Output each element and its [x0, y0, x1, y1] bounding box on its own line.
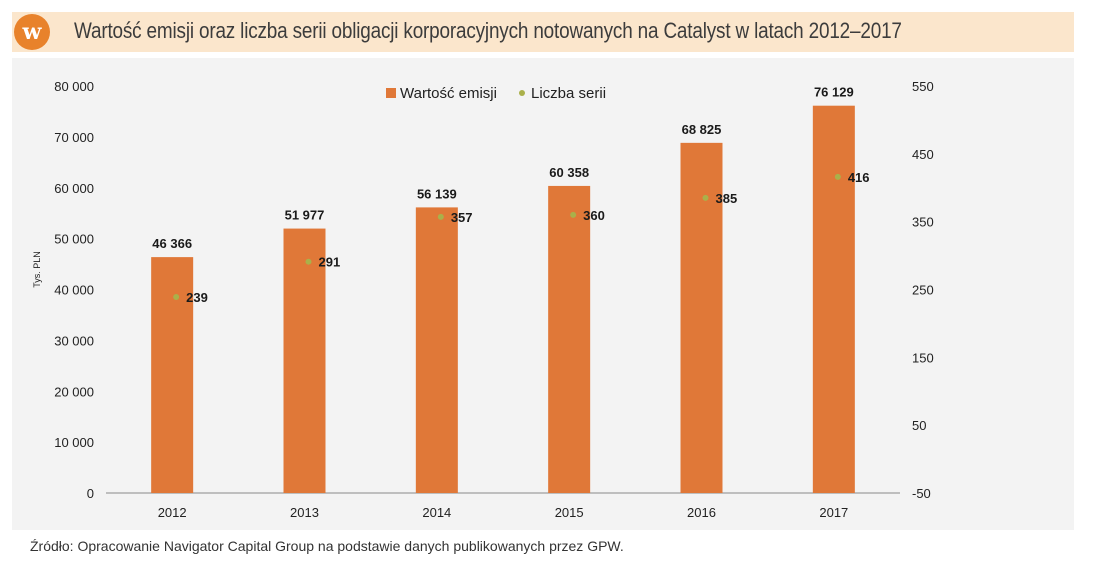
y2-tick-label: 350: [912, 215, 934, 230]
dot-data-label: 291: [319, 255, 341, 270]
bar-data-label: 51 977: [285, 208, 325, 223]
legend-bar-swatch: [386, 88, 396, 98]
bar-wartosc-emisji: [812, 105, 855, 493]
bar-data-label: 56 139: [417, 186, 457, 201]
y2-tick-label: 250: [912, 283, 934, 298]
legend-label-wartosc: Wartość emisji: [400, 85, 497, 102]
bar-wartosc-emisji: [151, 257, 194, 493]
brand-logo-icon: w: [14, 14, 50, 50]
source-note: Źródło: Opracowanie Navigator Capital Gr…: [30, 538, 624, 554]
legend-dot-swatch: [519, 90, 525, 96]
x-tick-label: 2015: [555, 505, 584, 520]
y-tick-label: 70 000: [54, 130, 94, 145]
x-tick-label: 2014: [422, 505, 451, 520]
y-axis-label: Tys. PLN: [32, 251, 42, 288]
y-tick-label: 50 000: [54, 232, 94, 247]
x-tick-label: 2017: [819, 505, 848, 520]
dot-data-label: 360: [583, 208, 605, 223]
y-tick-label: 30 000: [54, 333, 94, 348]
chart-header: w Wartość emisji oraz liczba serii oblig…: [12, 12, 1074, 52]
x-tick-label: 2012: [158, 505, 187, 520]
bar-data-label: 46 366: [152, 236, 192, 251]
y2-tick-label: 150: [912, 350, 934, 365]
dot-liczba-serii: [437, 213, 444, 220]
y-tick-label: 80 000: [54, 79, 94, 94]
bar-wartosc-emisji: [283, 228, 326, 493]
y-tick-label: 60 000: [54, 181, 94, 196]
x-tick-label: 2013: [290, 505, 319, 520]
bar-data-label: 76 129: [814, 85, 854, 100]
y2-tick-label: 550: [912, 79, 934, 94]
y-tick-label: 10 000: [54, 435, 94, 450]
bar-wartosc-emisji: [680, 142, 723, 493]
y2-tick-label: -50: [912, 486, 931, 501]
dot-data-label: 357: [451, 210, 473, 225]
bar-wartosc-emisji: [548, 185, 591, 493]
dot-liczba-serii: [702, 194, 709, 201]
bar-wartosc-emisji: [415, 207, 458, 494]
y-tick-label: 0: [87, 486, 94, 501]
legend-label-liczba: Liczba serii: [531, 85, 606, 102]
dot-liczba-serii: [173, 293, 180, 300]
dot-liczba-serii: [305, 258, 312, 265]
x-tick-label: 2016: [687, 505, 716, 520]
y-tick-label: 20 000: [54, 384, 94, 399]
bar-data-label: 60 358: [549, 165, 589, 180]
bar-data-label: 68 825: [682, 122, 722, 137]
y2-tick-label: 450: [912, 147, 934, 162]
y-tick-label: 40 000: [54, 283, 94, 298]
chart-title: Wartość emisji oraz liczba serii obligac…: [74, 18, 902, 43]
dot-data-label: 416: [848, 170, 870, 185]
dot-data-label: 385: [716, 191, 738, 206]
y2-tick-label: 50: [912, 418, 926, 433]
dot-liczba-serii: [834, 173, 841, 180]
dot-data-label: 239: [186, 290, 208, 305]
dot-liczba-serii: [570, 211, 577, 218]
logo-letter: w: [22, 19, 42, 45]
